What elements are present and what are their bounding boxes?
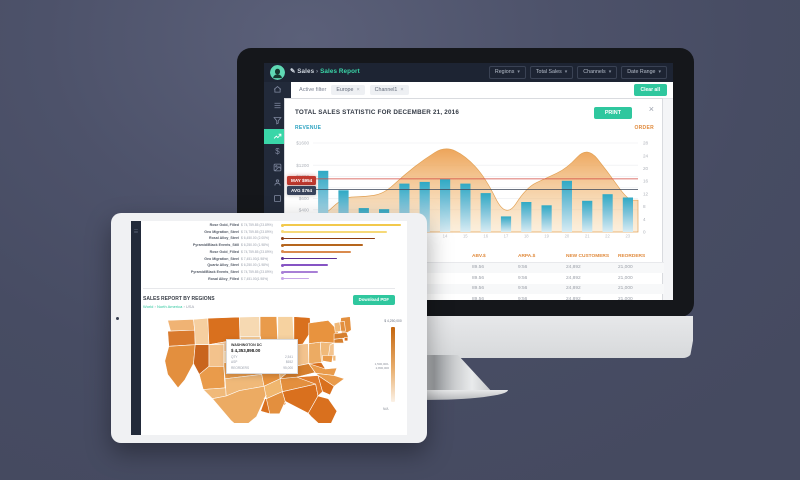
svg-text:18: 18 (524, 234, 529, 239)
svg-text:16: 16 (643, 179, 649, 184)
svg-text:16: 16 (483, 234, 488, 239)
svg-text:0: 0 (643, 230, 646, 235)
svg-text:17: 17 (504, 234, 509, 239)
svg-text:$600: $600 (299, 196, 310, 201)
svg-text:4: 4 (643, 217, 646, 222)
svg-text:8: 8 (643, 204, 646, 209)
svg-text:20: 20 (643, 166, 649, 171)
svg-text:$1200: $1200 (296, 163, 309, 168)
svg-text:22: 22 (605, 234, 610, 239)
svg-text:23: 23 (625, 234, 630, 239)
svg-text:20: 20 (565, 234, 570, 239)
svg-text:24: 24 (643, 153, 649, 158)
svg-text:28: 28 (643, 141, 649, 146)
svg-text:$1600: $1600 (296, 141, 309, 146)
svg-text:19: 19 (544, 234, 549, 239)
svg-text:$400: $400 (299, 207, 310, 212)
svg-text:14: 14 (443, 234, 448, 239)
svg-text:15: 15 (463, 234, 468, 239)
svg-text:12: 12 (643, 192, 649, 197)
svg-text:21: 21 (585, 234, 590, 239)
